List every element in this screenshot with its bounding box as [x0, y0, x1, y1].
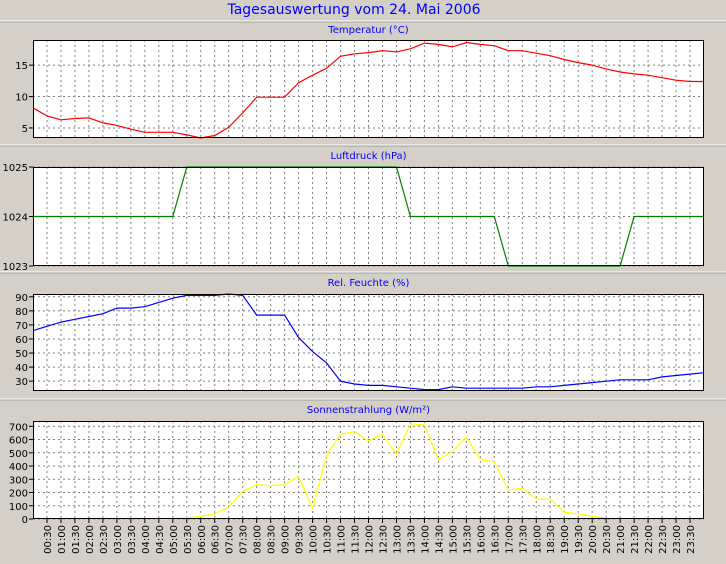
y-tick-label: 10 — [15, 93, 28, 104]
x-tick-label: 09:30 — [295, 525, 306, 554]
y-tick-label: 70 — [15, 321, 28, 332]
pressure-series-line — [33, 166, 704, 267]
y-tick-label: 40 — [15, 363, 28, 374]
x-axis: 00:30 01:00 01:30 02:00 02:30 03:00 03:30 04:00… — [43, 519, 697, 554]
solar-plot-area — [33, 421, 704, 519]
x-tick-label: 21:00 — [616, 525, 627, 554]
x-tick-label: 11:00 — [337, 525, 348, 554]
x-tick-label: 09:00 — [281, 525, 292, 554]
y-tick-label: 30 — [15, 377, 28, 388]
x-tick-label: 11:30 — [351, 525, 362, 554]
x-tick-label: 01:30 — [71, 525, 82, 554]
x-tick-label: 06:00 — [197, 525, 208, 554]
x-tick-label: 14:30 — [434, 525, 445, 554]
x-tick-label: 18:30 — [546, 525, 557, 554]
y-tick-label: 100 — [9, 502, 28, 513]
y-tick-label: 15 — [15, 61, 28, 72]
x-tick-label: 05:30 — [183, 525, 194, 554]
main-title: Tagesauswertung vom 24. Mai 2006 — [226, 2, 480, 18]
pressure-plot-frame — [33, 167, 704, 266]
x-tick-label: 19:00 — [560, 525, 571, 554]
x-tick-label: 13:00 — [392, 525, 403, 554]
x-tick-label: 22:30 — [658, 525, 669, 554]
y-tick-label: 200 — [9, 489, 28, 500]
y-tick-label: 400 — [9, 462, 28, 473]
humidity-plot-area — [33, 294, 704, 391]
x-tick-label: 07:00 — [225, 525, 236, 554]
y-tick-label: 600 — [9, 436, 28, 447]
y-tick-label: 5 — [22, 124, 28, 135]
y-tick-label: 700 — [9, 422, 28, 433]
x-tick-label: 16:30 — [490, 525, 501, 554]
x-tick-label: 08:00 — [253, 525, 264, 554]
x-tick-label: 03:00 — [113, 525, 124, 554]
x-tick-label: 17:30 — [518, 525, 529, 554]
x-tick-label: 10:30 — [323, 525, 334, 554]
temperature-plot-frame — [33, 40, 704, 138]
humidity-series-line — [32, 293, 705, 391]
x-tick-label: 15:30 — [462, 525, 473, 554]
x-tick-label: 12:00 — [365, 525, 376, 554]
x-tick-label: 07:30 — [239, 525, 250, 554]
y-tick-label: 50 — [15, 349, 28, 360]
y-tick-label: 60 — [15, 335, 28, 346]
x-tick-label: 10:00 — [309, 525, 320, 554]
y-tick-label: 90 — [15, 293, 28, 304]
x-tick-label: 04:00 — [141, 525, 152, 554]
y-tick-label: 1024 — [3, 213, 28, 224]
x-tick-label: 03:30 — [127, 525, 138, 554]
humidity-plot-frame — [33, 294, 704, 391]
x-tick-label: 02:30 — [99, 525, 110, 554]
x-tick-label: 04:30 — [155, 525, 166, 554]
x-tick-label: 14:00 — [420, 525, 431, 554]
x-tick-label: 05:00 — [169, 525, 180, 554]
x-tick-label: 20:00 — [588, 525, 599, 554]
x-tick-label: 00:30 — [43, 525, 54, 554]
x-tick-label: 22:00 — [644, 525, 655, 554]
x-tick-label: 19:30 — [574, 525, 585, 554]
y-tick-label: 1025 — [3, 163, 28, 174]
x-tick-label: 16:00 — [476, 525, 487, 554]
y-tick-label: 0 — [22, 515, 28, 526]
x-tick-label: 01:00 — [57, 525, 68, 554]
x-tick-label: 15:00 — [448, 525, 459, 554]
humidity-chart-title: Rel. Feuchte (%) — [328, 278, 410, 289]
x-tick-label: 08:30 — [267, 525, 278, 554]
temperature-chart: 5 10 15 Temperatur (°C) — [15, 25, 704, 139]
temperature-plot-area — [33, 40, 704, 138]
pressure-chart-title: Luftdruck (hPa) — [330, 151, 406, 162]
solar-plot-frame — [33, 421, 704, 519]
temperature-chart-title: Temperatur (°C) — [327, 25, 408, 36]
x-tick-label: 23:30 — [686, 525, 697, 554]
x-tick-label: 17:00 — [504, 525, 515, 554]
temperature-series-line — [32, 41, 704, 139]
pressure-chart: 1023 1024 1025 Luftdruck (hPa) — [3, 151, 704, 273]
x-tick-label: 13:30 — [406, 525, 417, 554]
y-tick-label: 300 — [9, 475, 28, 486]
x-tick-label: 02:00 — [85, 525, 96, 554]
solar-series-line — [158, 422, 635, 520]
y-tick-label: 80 — [15, 307, 28, 318]
solar-chart: 0 100 200 300 400 500 600 700 Sonnenstrahlung (W… — [9, 405, 704, 526]
x-tick-label: 18:00 — [532, 525, 543, 554]
humidity-chart: 30 40 50 60 70 80 90 Rel. Feuchte (%) — [15, 278, 705, 391]
solar-chart-title: Sonnenstrahlung (W/m²) — [307, 405, 430, 416]
y-tick-label: 1023 — [3, 262, 28, 273]
x-tick-label: 20:30 — [602, 525, 613, 554]
y-tick-label: 500 — [9, 449, 28, 460]
x-tick-label: 12:30 — [378, 525, 389, 554]
x-tick-label: 23:00 — [672, 525, 683, 554]
x-tick-label: 21:30 — [630, 525, 641, 554]
x-tick-label: 06:30 — [211, 525, 222, 554]
